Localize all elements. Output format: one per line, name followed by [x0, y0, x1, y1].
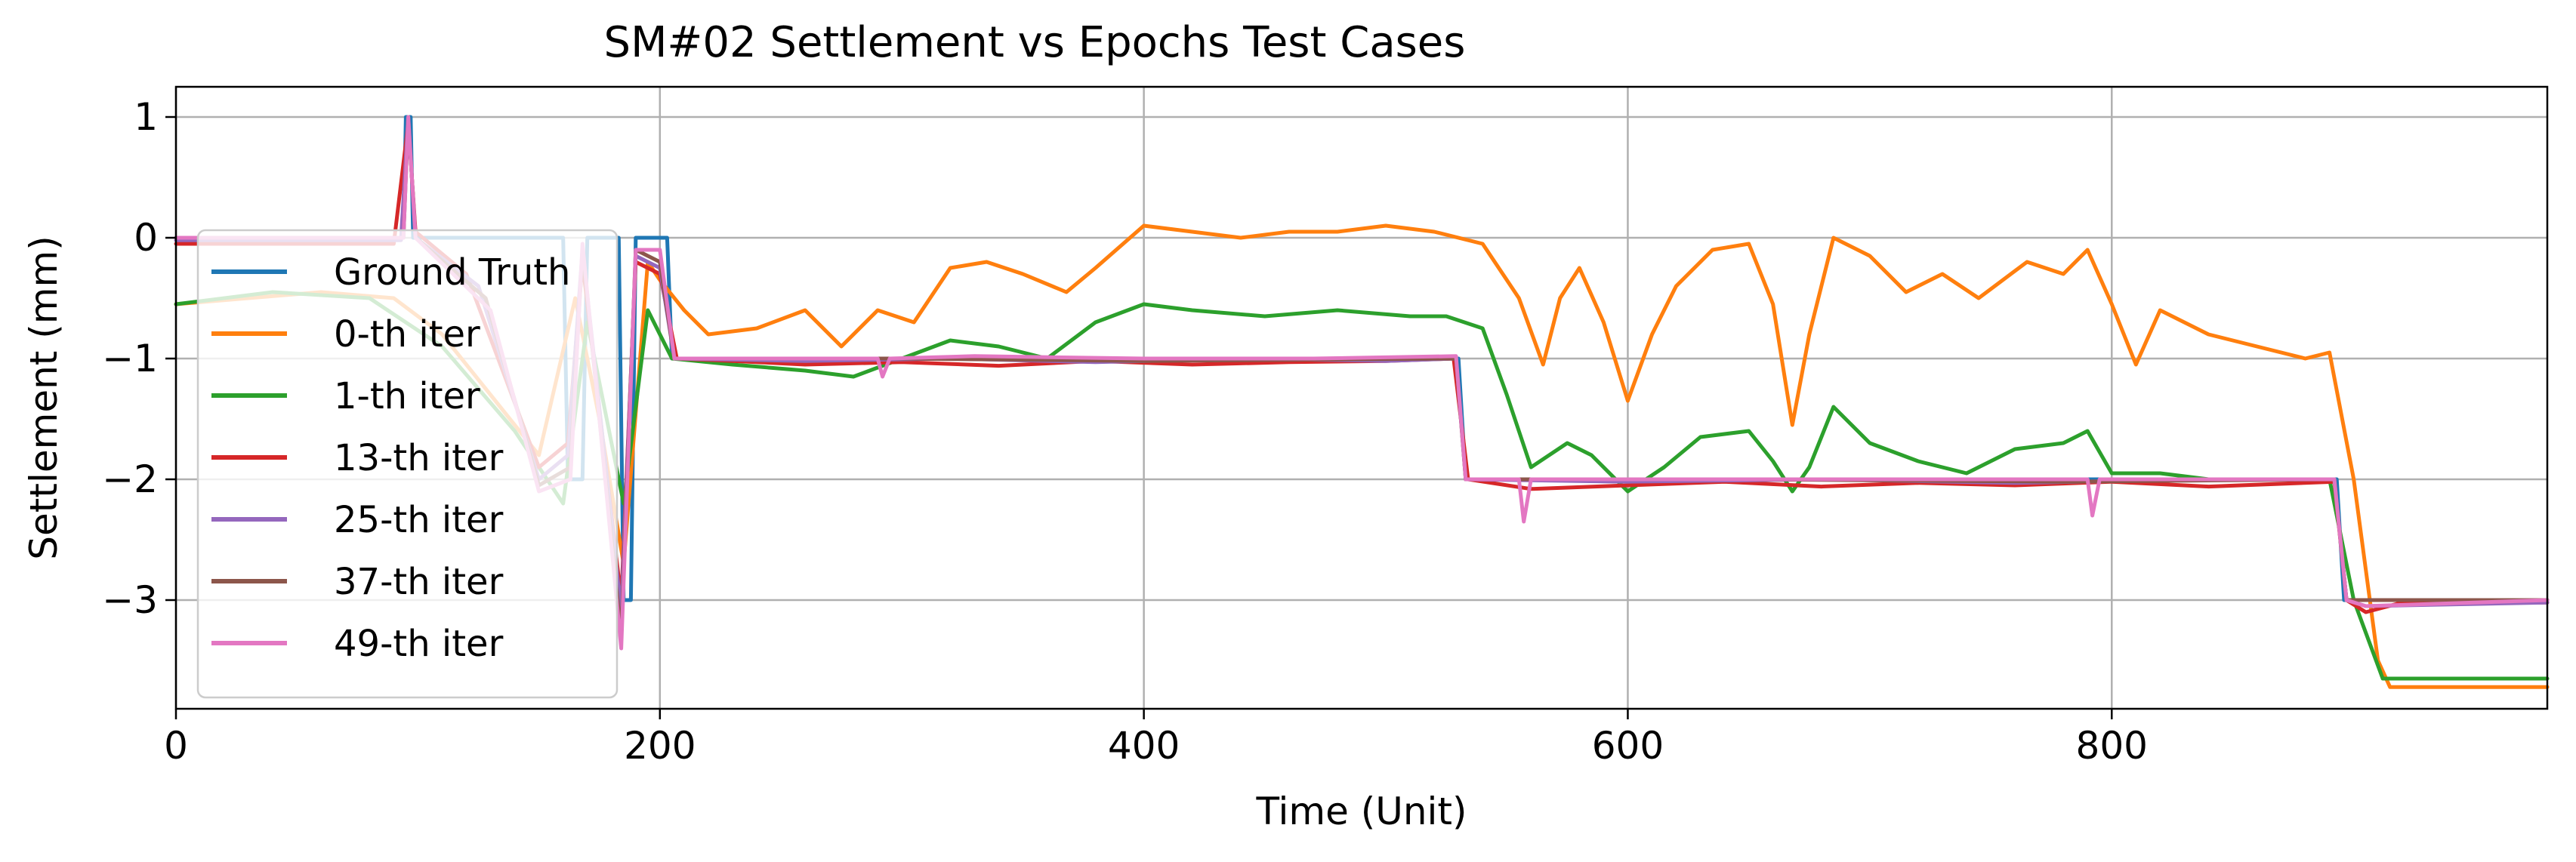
legend-label-5: 37-th iter: [334, 561, 504, 603]
legend-label-6: 49-th iter: [334, 623, 504, 665]
plot-frame: [174, 85, 2549, 710]
x-tick-label: 0: [164, 724, 188, 768]
y-axis-label: Settlement (mm): [22, 236, 66, 559]
y-tick-label: −2: [102, 457, 158, 501]
axis-ticks: 0 200 400 600 800 1 0 −1 −2 −3: [102, 95, 2148, 768]
chart-title: SM#02 Settlement vs Epochs Test Cases: [604, 18, 1466, 67]
y-tick-label: 0: [134, 216, 158, 260]
legend-label-2: 1-th iter: [334, 375, 480, 417]
legend-label-1: 0-th iter: [334, 313, 480, 356]
x-tick-label: 800: [2076, 724, 2148, 768]
x-tick-label: 400: [1108, 724, 1180, 768]
y-tick-label: −3: [102, 578, 158, 622]
series-line-2: [174, 290, 2550, 681]
x-axis-label: Time (Unit): [1255, 790, 1467, 833]
legend-label-0: Ground Truth: [334, 251, 570, 294]
legend-label-4: 25-th iter: [334, 499, 504, 541]
x-tick-label: 200: [624, 724, 696, 768]
legend-label-3: 13-th iter: [334, 437, 504, 479]
y-tick-label: −1: [102, 337, 158, 380]
legend-box: [196, 229, 619, 699]
y-tick-label: 1: [134, 95, 158, 139]
x-tick-label: 600: [1592, 724, 1664, 768]
legend: Ground Truth 0-th iter 1-th iter 13-th iter…: [196, 229, 619, 699]
